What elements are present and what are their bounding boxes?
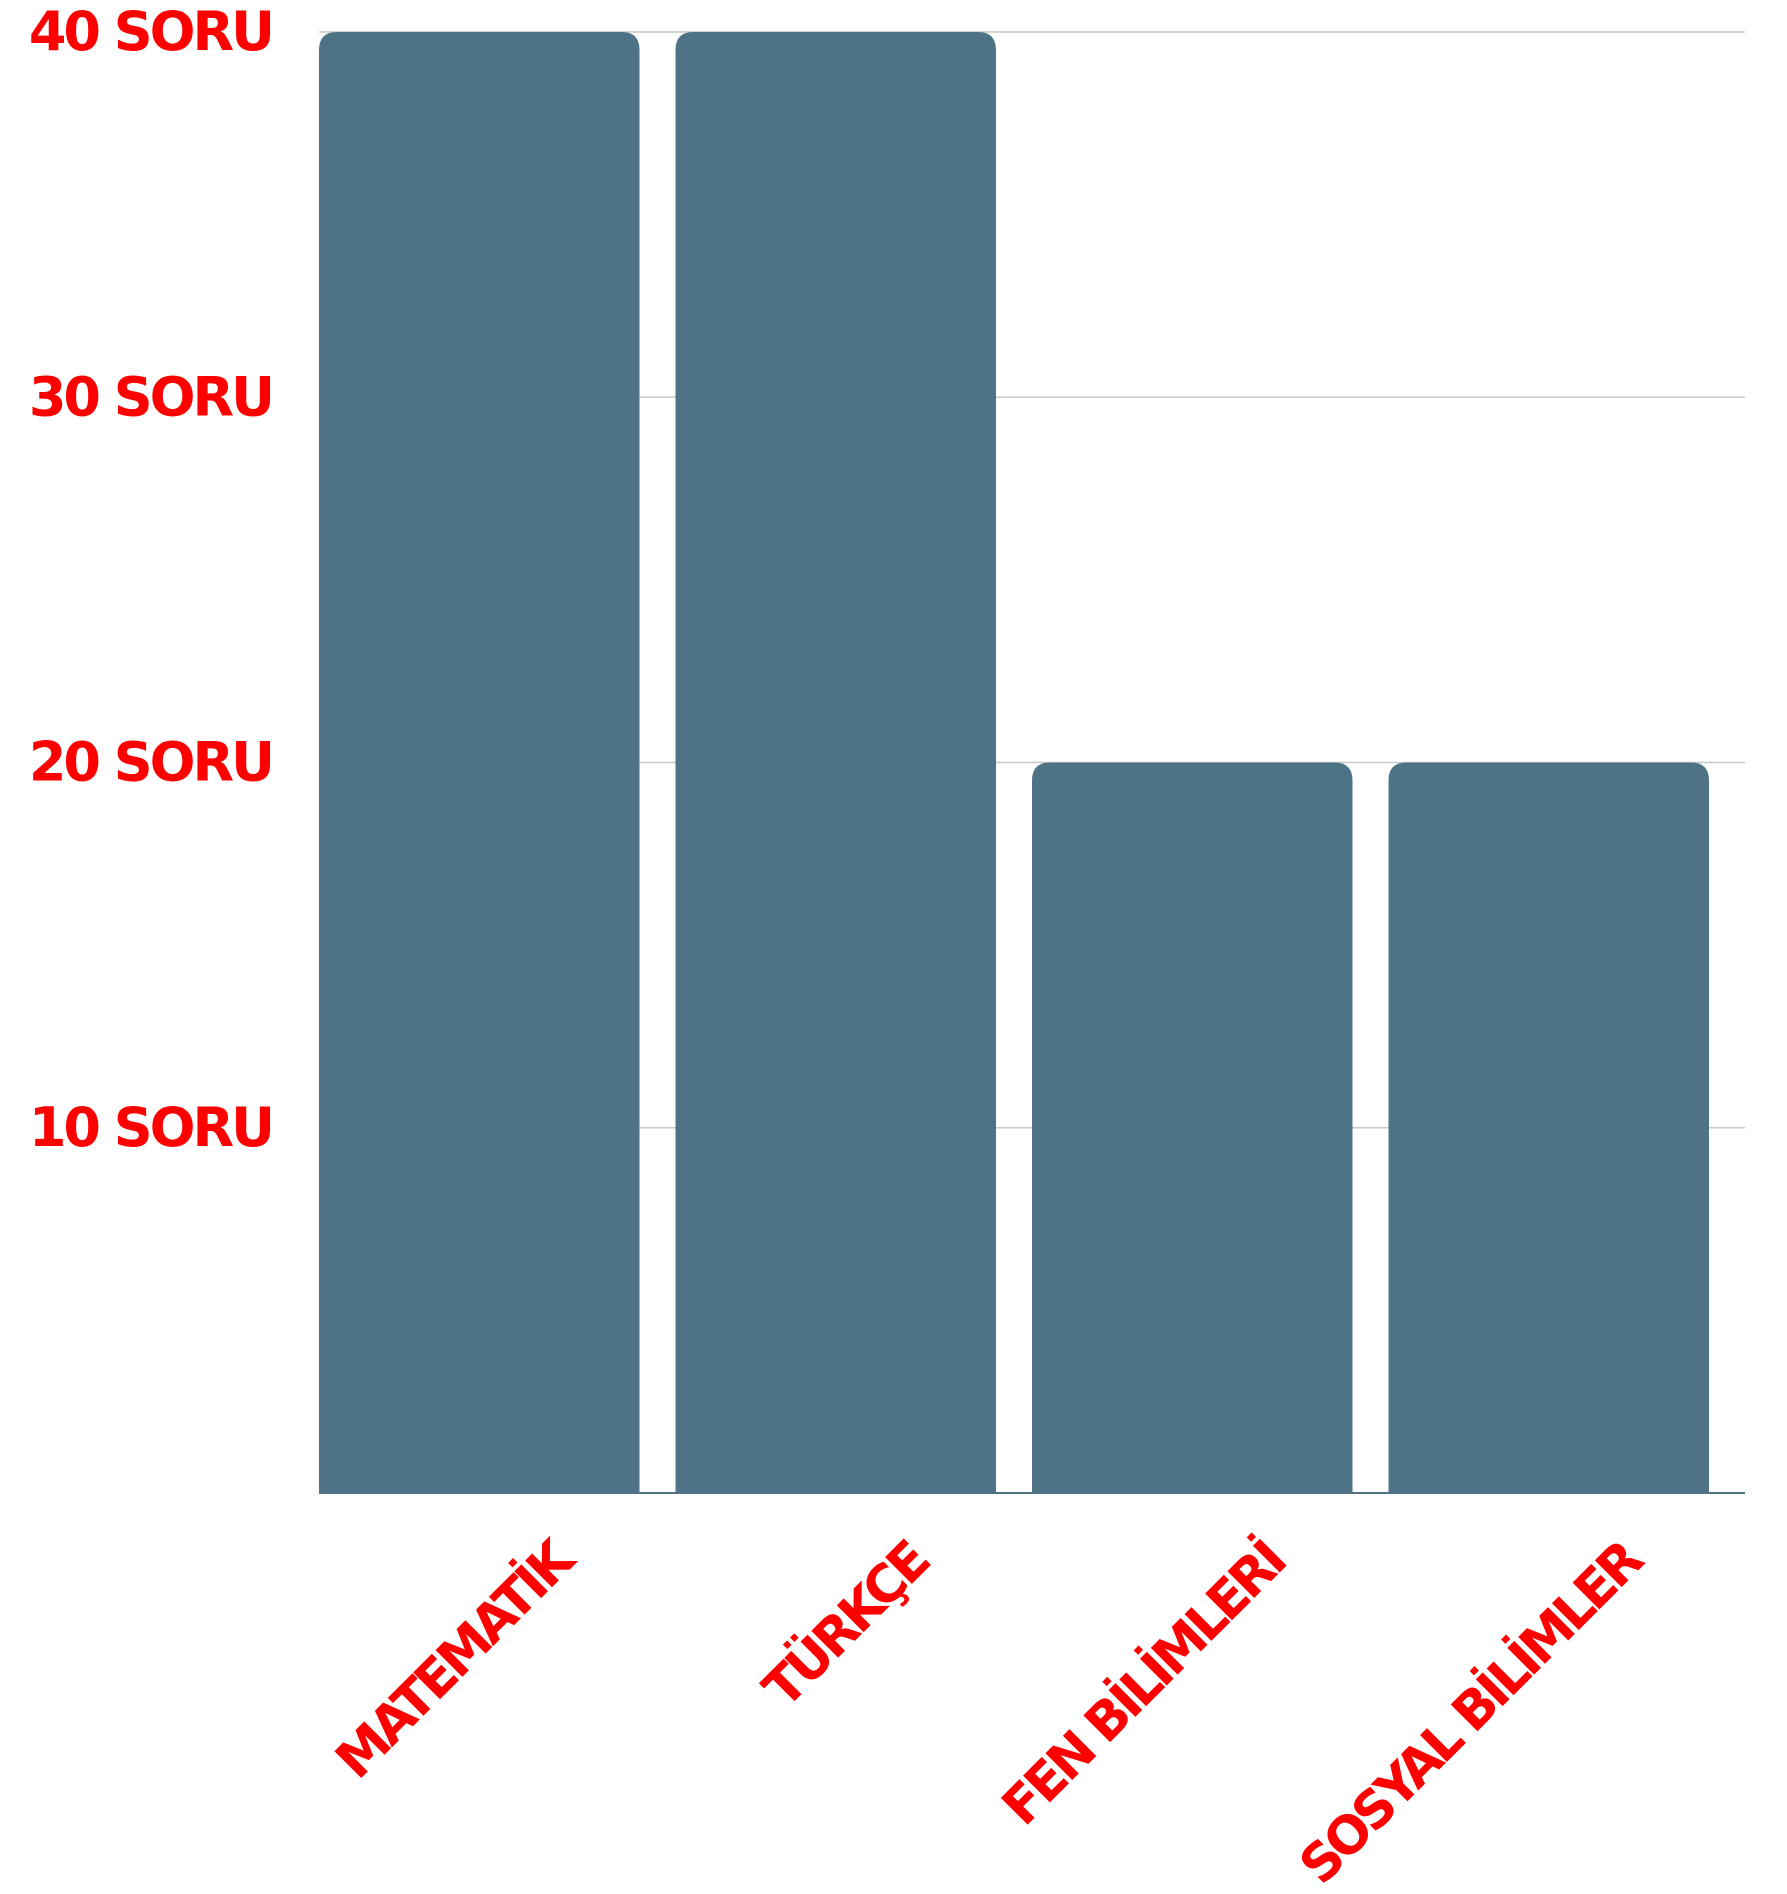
x-category-label-4: SOSYAL BİLİMLER bbox=[1288, 1529, 1655, 1894]
bar-2 bbox=[675, 32, 996, 1493]
y-tick-label-20: 20 SORU bbox=[29, 731, 272, 794]
x-category-label-2: TÜRKÇE bbox=[751, 1530, 940, 1719]
bar-4 bbox=[1388, 762, 1709, 1493]
bar-1 bbox=[319, 32, 640, 1493]
bars bbox=[319, 32, 1745, 1494]
y-tick-label-30: 30 SORU bbox=[29, 365, 272, 428]
x-category-label-3: FEN BİLİMLERİ bbox=[990, 1531, 1296, 1837]
bar-3 bbox=[1032, 762, 1353, 1493]
y-tick-label-40: 40 SORU bbox=[29, 0, 272, 63]
x-category-label-1: MATEMATİK bbox=[324, 1527, 588, 1791]
y-axis-ticks: 10 SORU 20 SORU 30 SORU 40 SORU bbox=[29, 0, 275, 1159]
y-tick-label-10: 10 SORU bbox=[29, 1096, 272, 1159]
